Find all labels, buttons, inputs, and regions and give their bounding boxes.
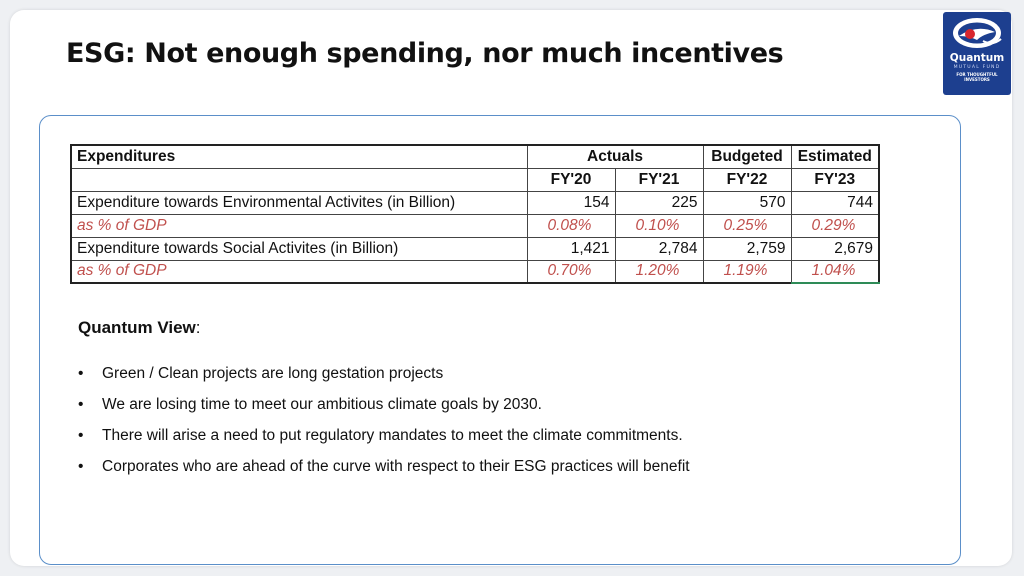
table-cell: 0.10% [614,213,704,238]
table-cell: 0.70% [526,259,616,284]
table-cell: 744 [790,190,880,215]
list-item: There will arise a need to put regulator… [78,426,690,457]
header-budgeted: Budgeted [702,144,792,169]
list-item: Corporates who are ahead of the curve wi… [78,457,690,488]
table-cell: 0.08% [526,213,616,238]
table-cell: 1.19% [702,259,792,284]
table-year-row: FY'20 FY'21 FY'22 FY'23 [70,167,880,192]
logo-tagline-line-2: INVESTORS [964,77,990,82]
table-header-row: Expenditures Actuals Budgeted Estimated [70,144,880,169]
quantum-view-bullets: Green / Clean projects are long gestatio… [78,364,690,488]
table-cell: 225 [614,190,704,215]
row-label: Expenditure towards Environmental Activi… [70,190,528,215]
header-estimated: Estimated [790,144,880,169]
table-cell: 1.04% [790,259,880,284]
row-label: Expenditure towards Social Activites (in… [70,236,528,261]
header-expenditures: Expenditures [70,144,528,169]
quantum-emblem-icon [953,18,1002,48]
table-cell: 0.25% [702,213,792,238]
table-row: Expenditure towards Social Activites (in… [70,236,880,261]
table-cell: 1,421 [526,236,616,261]
header-fy23: FY'23 [790,167,880,192]
logo-tagline: FOR THOUGHTFUL INVESTORS [956,72,997,82]
header-fy22: FY'22 [702,167,792,192]
header-blank-cell [70,167,528,192]
quantum-view-colon: : [195,318,201,337]
header-fy20: FY'20 [526,167,616,192]
table-cell: 2,784 [614,236,704,261]
quantum-view-label: Quantum View [78,318,196,337]
table-cell: 1.20% [614,259,704,284]
table-row: as % of GDP 0.08% 0.10% 0.25% 0.29% [70,213,880,238]
table-cell: 2,759 [702,236,792,261]
table-cell: 2,679 [790,236,880,261]
table-cell: 0.29% [790,213,880,238]
expenditures-table: Expenditures Actuals Budgeted Estimated … [70,144,880,284]
table-cell: 154 [526,190,616,215]
logo-name: Quantum [949,52,1005,64]
table-row: Expenditure towards Environmental Activi… [70,190,880,215]
logo-tagline-line-1: FOR THOUGHTFUL [956,72,998,77]
page-title: ESG: Not enough spending, nor much incen… [66,38,784,69]
list-item: Green / Clean projects are long gestatio… [78,364,690,395]
quantum-view-heading: Quantum View: [78,318,201,338]
header-actuals: Actuals [526,144,704,169]
row-label: as % of GDP [70,259,528,284]
list-item: We are losing time to meet our ambitious… [78,395,690,426]
table-cell: 570 [702,190,792,215]
quantum-logo: Quantum MUTUAL FUND FOR THOUGHTFUL INVES… [943,12,1011,95]
row-label: as % of GDP [70,213,528,238]
logo-subtitle: MUTUAL FUND [953,65,1001,70]
header-fy21: FY'21 [614,167,704,192]
table-row: as % of GDP 0.70% 1.20% 1.19% 1.04% [70,259,880,284]
